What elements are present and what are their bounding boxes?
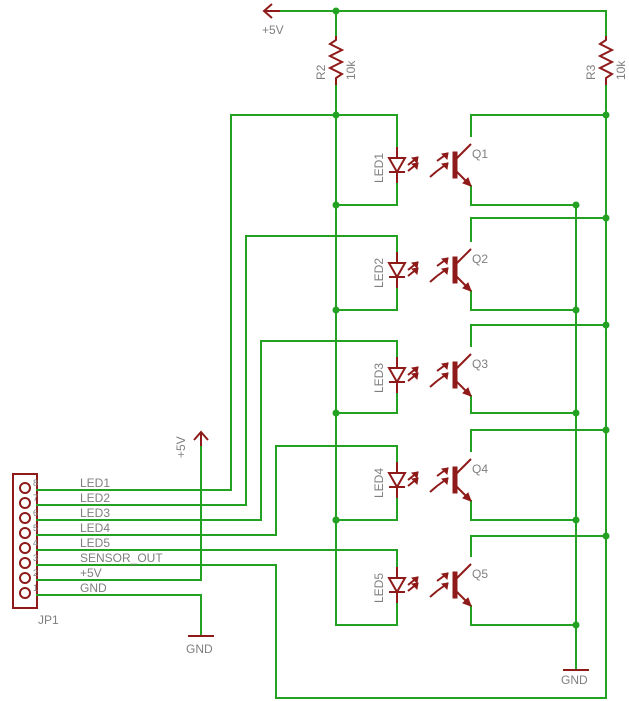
connector-pin-8: 8 [19, 478, 38, 494]
pin-number-7: 7 [33, 493, 38, 503]
connector-wires [36, 439, 607, 699]
q3-label: Q3 [472, 357, 488, 371]
vcc-left-symbol [193, 430, 209, 446]
phototransistor-q3: Q3 [429, 353, 488, 397]
signal-label-led2: LED2 [80, 491, 110, 505]
signal-label-led3: LED3 [80, 506, 110, 520]
signal-label-led1: LED1 [80, 476, 110, 490]
connector-signal-labels: LED1 LED2 LED3 LED4 LED5 SENSOR_OUT +5V … [80, 476, 163, 595]
rail-junctions [332, 7, 580, 209]
led-4: LED4 [372, 462, 419, 498]
led-1-label: LED1 [372, 153, 386, 183]
power-rail-top [262, 3, 607, 19]
r2-name-label: R2 [314, 64, 328, 80]
stage-3 [260, 321, 610, 521]
signal-label-led5: LED5 [80, 536, 110, 550]
led-5: LED5 [372, 567, 419, 603]
connector-pin-1: 1 [19, 583, 38, 599]
led-5-label: LED5 [372, 573, 386, 603]
vcc-left-label: +5V [174, 436, 188, 458]
gnd-rail-right [563, 204, 589, 671]
pin-number-4: 4 [33, 538, 38, 548]
led-group: LED1 LED2 LED3 LED4 LED5 [372, 147, 419, 603]
connector-pin-3: 3 [19, 553, 38, 569]
q1-label: Q1 [472, 147, 488, 161]
connector-pin-5: 5 [19, 523, 38, 539]
r2-value-label: 10k [344, 60, 358, 80]
signal-label-gnd: GND [80, 581, 107, 595]
jp1-label: JP1 [38, 613, 59, 627]
signal-label-led4: LED4 [80, 521, 110, 535]
led-2-label: LED2 [372, 258, 386, 288]
connector-pin-group: 8 7 6 5 4 3 2 1 [19, 478, 38, 599]
phototransistor-q1: Q1 [429, 143, 488, 187]
led-1: LED1 [372, 147, 419, 183]
pin-number-8: 8 [33, 478, 38, 488]
gnd-right-label: GND [561, 673, 588, 687]
connector-jp1 [12, 473, 38, 609]
led-4-label: LED4 [372, 468, 386, 498]
connector-pin-4: 4 [19, 538, 38, 554]
phototransistor-q4: Q4 [429, 458, 488, 502]
stage-2 [245, 214, 610, 506]
stage-5 [332, 516, 610, 629]
led-2: LED2 [372, 252, 419, 288]
transistor-group: Q1 Q2 Q3 Q4 Q5 [429, 143, 488, 607]
connector-pin-6: 6 [19, 508, 38, 524]
gnd-left-label: GND [186, 642, 213, 656]
q4-label: Q4 [472, 462, 488, 476]
pin-number-3: 3 [33, 553, 38, 563]
pin-number-5: 5 [33, 523, 38, 533]
connector-pin-7: 7 [19, 493, 38, 509]
vcc-top-label: +5V [262, 23, 284, 37]
r3-value-label: 10k [614, 60, 628, 80]
q2-label: Q2 [472, 252, 488, 266]
led-3-label: LED3 [372, 363, 386, 393]
signal-label-vcc: +5V [80, 566, 102, 580]
pin-number-6: 6 [33, 508, 38, 518]
phototransistor-q5: Q5 [429, 563, 488, 607]
phototransistor-q2: Q2 [429, 248, 488, 292]
resistor-r3 [597, 10, 615, 539]
pin-number-1: 1 [33, 583, 38, 593]
pin-number-2: 2 [33, 568, 38, 578]
stage-1 [230, 111, 610, 491]
connector-pin-2: 2 [19, 568, 38, 584]
led-3: LED3 [372, 357, 419, 393]
signal-label-sensor-out: SENSOR_OUT [80, 551, 163, 565]
resistor-r2 [327, 10, 345, 626]
r3-name-label: R3 [584, 64, 598, 80]
q5-label: Q5 [472, 567, 488, 581]
